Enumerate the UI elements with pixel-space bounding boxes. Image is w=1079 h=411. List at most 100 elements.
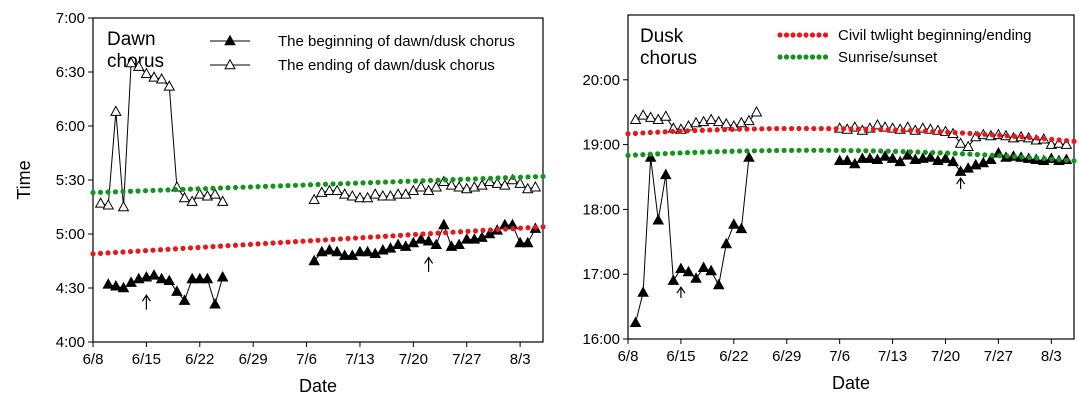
reference-dot xyxy=(255,241,261,247)
reference-dot xyxy=(677,150,683,156)
reference-dot xyxy=(1049,156,1055,162)
reference-dot xyxy=(307,238,314,244)
reference-dot xyxy=(472,228,479,234)
annotation-arrow-head xyxy=(676,286,686,294)
legend-swatch-dot xyxy=(822,32,829,38)
reference-dot xyxy=(1011,153,1018,160)
reference-dot xyxy=(397,178,404,185)
reference-dot xyxy=(655,129,661,135)
end-point xyxy=(483,175,496,187)
legend-swatch-marker xyxy=(224,58,236,70)
reference-dot xyxy=(840,147,847,154)
reference-dot xyxy=(150,187,156,194)
begin-point xyxy=(361,245,374,257)
reference-dot xyxy=(472,176,479,182)
annotation-arrow-head xyxy=(424,256,434,264)
x-tick-label: 7/13 xyxy=(345,351,374,368)
reference-dot xyxy=(796,147,802,153)
y-axis-label: Time xyxy=(14,160,34,199)
reference-dot xyxy=(277,239,284,246)
reference-dot xyxy=(517,225,524,231)
end-point xyxy=(1060,138,1073,149)
y-tick-label: 4:30 xyxy=(56,280,85,297)
reference-dot xyxy=(818,147,824,153)
begin-series-line xyxy=(635,157,750,323)
reference-dot xyxy=(270,240,276,246)
end-point xyxy=(216,195,229,206)
reference-dot xyxy=(525,225,531,231)
reference-dot xyxy=(833,147,839,153)
begin-point xyxy=(407,236,420,248)
begin-point xyxy=(720,237,733,249)
reference-dot xyxy=(247,184,254,190)
reference-dot xyxy=(1004,133,1010,139)
end-point xyxy=(94,197,107,208)
reference-dot xyxy=(307,182,314,188)
legend-swatch-dot xyxy=(816,54,822,60)
reference-dot xyxy=(997,132,1003,138)
begin-point xyxy=(415,233,427,244)
reference-dot xyxy=(277,183,284,189)
end-point xyxy=(346,189,359,201)
reference-dot xyxy=(684,128,691,134)
reference-dot xyxy=(187,245,194,251)
reference-dot xyxy=(165,246,171,252)
end-point xyxy=(323,184,336,196)
reference-dot xyxy=(337,181,344,187)
reference-dot xyxy=(900,148,906,155)
panel-label-line: Dusk xyxy=(640,26,684,47)
end-point xyxy=(186,195,198,206)
begin-point xyxy=(833,154,846,166)
reference-dot xyxy=(247,241,254,247)
legend-swatch-dot xyxy=(803,32,809,38)
legend-swatch-dot xyxy=(796,54,803,60)
reference-dot xyxy=(367,234,374,240)
reference-dot xyxy=(1034,155,1040,161)
reference-dot xyxy=(427,177,434,184)
begin-point xyxy=(346,249,359,260)
legend-label: Sunrise/sunset xyxy=(838,49,938,66)
end-point xyxy=(110,105,122,116)
begin-point xyxy=(675,262,687,274)
y-tick-label: 20:00 xyxy=(582,72,620,89)
reference-dot xyxy=(751,148,757,154)
reference-dot xyxy=(900,127,906,133)
reference-dot xyxy=(487,227,494,233)
reference-dot xyxy=(722,126,728,133)
reference-dot xyxy=(989,152,995,158)
reference-dot xyxy=(352,180,359,186)
reference-dot xyxy=(390,179,396,185)
reference-dot xyxy=(300,238,306,244)
reference-dot xyxy=(729,126,735,132)
begin-point xyxy=(864,152,876,163)
begin-point xyxy=(682,265,695,277)
reference-dot xyxy=(135,188,141,194)
reference-dot xyxy=(315,237,321,243)
begin-point xyxy=(848,157,861,169)
end-point xyxy=(308,193,320,205)
reference-dot xyxy=(788,125,795,132)
end-point xyxy=(529,180,542,192)
begin-point xyxy=(216,270,229,282)
begin-point xyxy=(954,165,967,176)
reference-dot xyxy=(766,147,772,154)
reference-dot xyxy=(945,129,951,135)
reference-dot xyxy=(217,185,224,191)
reference-dot xyxy=(684,150,691,156)
reference-dot xyxy=(112,189,119,195)
reference-dot xyxy=(1034,135,1040,141)
reference-dot xyxy=(90,190,96,196)
y-tick-label: 18:00 xyxy=(582,201,620,218)
end-point xyxy=(407,184,420,196)
reference-dot xyxy=(105,250,111,256)
annotation-arrow-head xyxy=(956,176,966,185)
reference-dot xyxy=(974,131,980,137)
reference-dot xyxy=(870,126,876,133)
reference-dot xyxy=(495,175,501,181)
end-point xyxy=(354,191,366,203)
begin-point xyxy=(384,242,397,253)
begin-point xyxy=(667,274,680,285)
y-tick-label: 6:00 xyxy=(56,118,85,135)
reference-dot xyxy=(930,149,936,156)
end-point xyxy=(476,179,488,190)
